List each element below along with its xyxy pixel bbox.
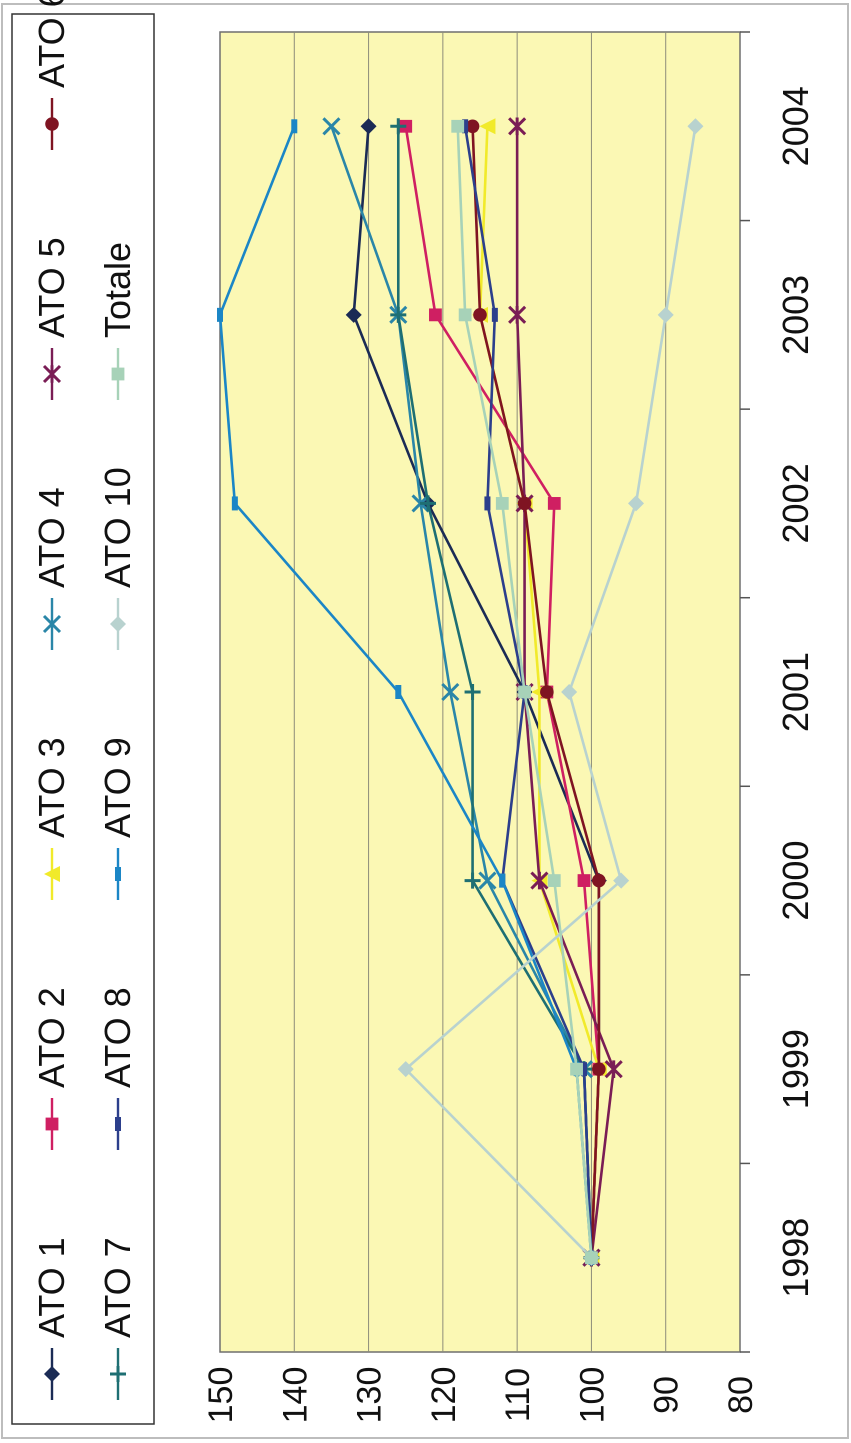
legend-item-ato-7: ATO 7 [97,1237,138,1400]
marker-dash [395,685,402,699]
marker-x [441,682,460,702]
marker-square [111,367,125,381]
legend-label: ATO 4 [31,487,72,588]
x-tick-label: 2000 [775,841,816,921]
x-tick-label: 2003 [775,275,816,355]
marker-square [577,874,591,887]
marker-dash [462,119,469,134]
marker-circle [592,873,606,888]
x-tick-label: 1999 [775,1029,816,1109]
marker-x [478,871,497,890]
legend-label: ATO 1 [31,1237,72,1338]
marker-x [42,614,62,634]
marker-circle [517,496,532,511]
marker-diamond [657,306,674,323]
y-tick-label: 140 [276,1367,314,1424]
marker-circle [45,117,59,131]
marker-plus [464,684,481,700]
marker-square [458,308,472,322]
legend-label: ATO 9 [97,737,138,838]
legend-label: Totale [97,242,138,338]
series-totale [451,119,598,1265]
legend: ATO 1 ATO 2 ATO 3 ATO 4 ATO 5 ATO 6 ATO 7 ATO 8… [11,0,155,1425]
legend-item-ato-10: ATO 10 [97,467,138,650]
marker-dash [291,119,298,134]
marker-square [547,874,561,887]
legend-label: ATO 7 [97,1237,138,1338]
marker-plus [420,495,436,512]
marker-dash [499,873,506,888]
y-tick-label: 100 [573,1367,611,1424]
marker-circle [592,1062,606,1076]
marker-dash [484,496,491,511]
legend-label: ATO 2 [31,987,72,1088]
marker-plus [390,306,407,323]
marker-diamond [44,1366,60,1382]
marker-star [530,871,549,890]
marker-diamond [110,616,126,632]
legend-item-ato-6: ATO 6 [31,0,72,150]
marker-plus [110,1366,126,1382]
marker-square [585,1251,598,1265]
marker-diamond [360,118,377,135]
legend-label: ATO 8 [97,987,138,1088]
marker-diamond [397,1061,414,1078]
legend-item-ato-8: ATO 8 [97,987,138,1150]
x-tick-label: 2004 [775,86,816,166]
y-tick-label: 150 [202,1367,240,1424]
marker-dash [491,307,498,322]
marker-star [42,364,62,384]
marker-x [322,117,341,136]
legend-item-ato-3: ATO 3 [31,737,72,900]
legend-item-ato-2: ATO 2 [31,987,72,1150]
marker-diamond [345,306,362,323]
marker-dash [115,867,121,881]
marker-dash [115,1117,121,1131]
marker-circle [465,119,480,134]
marker-triangle [479,118,496,135]
marker-diamond [628,495,644,512]
y-tick-label: 130 [351,1367,389,1424]
legend-item-totale: Totale [97,242,138,400]
legend-box [11,13,155,1425]
y-tick-label: 80 [722,1376,760,1414]
legend-item-ato-4: ATO 4 [31,487,72,650]
marker-star [508,117,527,136]
legend-label: ATO 3 [31,737,72,838]
x-tick-label: 1998 [775,1218,816,1298]
marker-square [570,1062,583,1076]
legend-item-ato-9: ATO 9 [97,737,138,900]
marker-circle [473,308,487,322]
marker-circle [540,685,554,699]
marker-square [518,685,531,699]
legend-label: ATO 5 [31,237,72,338]
marker-dash [231,496,238,511]
y-tick-label: 90 [648,1376,686,1414]
marker-diamond [613,872,630,889]
marker-square [429,308,442,322]
plot-area: 150 140 130 120 110 100 90 80 1998 1999 2000 2001 20… [202,31,816,1424]
marker-plus [464,872,481,889]
marker-star [508,305,527,324]
marker-plus [390,118,407,135]
marker-square [547,497,561,510]
marker-triangle [44,866,60,882]
marker-square [495,497,509,510]
marker-dash [581,1062,587,1077]
legend-item-ato-5: ATO 5 [31,237,72,400]
marker-dash [217,307,223,322]
x-tick-label: 2002 [775,463,816,543]
marker-square [45,1117,59,1131]
legend-label: ATO 10 [97,467,138,588]
marker-square [451,119,465,133]
y-tick-label: 110 [499,1368,537,1422]
x-tick-label: 2001 [775,652,816,732]
marker-star [604,1060,623,1079]
marker-diamond [687,118,704,135]
marker-diamond [561,684,578,700]
legend-label: ATO 6 [31,0,72,88]
legend-item-ato-1: ATO 1 [31,1237,72,1400]
y-tick-label: 120 [425,1367,463,1424]
